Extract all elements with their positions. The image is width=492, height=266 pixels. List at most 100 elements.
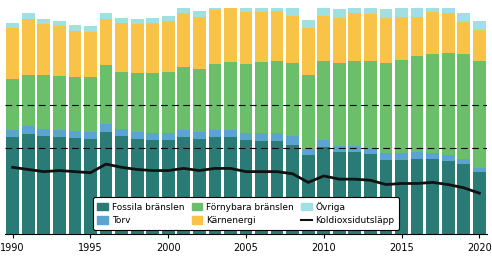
Bar — [380, 63, 392, 153]
Bar — [286, 7, 299, 15]
Bar — [22, 126, 34, 134]
Bar — [53, 76, 66, 130]
Bar — [209, 64, 221, 130]
Bar — [240, 6, 252, 12]
Bar — [380, 9, 392, 18]
Bar — [271, 142, 283, 234]
Bar — [395, 153, 408, 160]
Bar — [426, 12, 439, 54]
Bar — [395, 16, 408, 60]
Bar — [473, 168, 486, 172]
Bar — [37, 19, 50, 24]
Bar — [333, 152, 346, 234]
Bar — [426, 54, 439, 153]
Bar — [442, 5, 455, 13]
Bar — [162, 72, 175, 133]
Bar — [100, 132, 112, 234]
Bar — [255, 5, 268, 12]
Bar — [395, 60, 408, 153]
Bar — [271, 4, 283, 11]
Bar — [115, 18, 128, 23]
Bar — [380, 18, 392, 63]
Bar — [22, 134, 34, 234]
Bar — [364, 14, 377, 61]
Bar — [224, 130, 237, 137]
Bar — [473, 30, 486, 61]
Bar — [458, 164, 470, 234]
Bar — [458, 54, 470, 159]
Bar — [53, 21, 66, 26]
Bar — [442, 156, 455, 161]
Bar — [162, 21, 175, 72]
Bar — [84, 139, 97, 234]
Bar — [178, 130, 190, 137]
Bar — [317, 140, 330, 147]
Bar — [193, 11, 206, 16]
Bar — [6, 23, 19, 28]
Bar — [146, 18, 159, 23]
Bar — [37, 24, 50, 75]
Bar — [286, 136, 299, 145]
Bar — [240, 133, 252, 140]
Bar — [411, 152, 424, 159]
Bar — [37, 136, 50, 234]
Bar — [411, 16, 424, 56]
Bar — [100, 124, 112, 132]
Bar — [364, 148, 377, 154]
Bar — [473, 172, 486, 234]
Bar — [84, 77, 97, 132]
Bar — [115, 136, 128, 234]
Bar — [162, 15, 175, 21]
Bar — [348, 13, 361, 61]
Bar — [131, 24, 144, 73]
Bar — [317, 15, 330, 61]
Bar — [286, 15, 299, 63]
Bar — [411, 8, 424, 16]
Bar — [271, 133, 283, 142]
Bar — [364, 154, 377, 234]
Bar — [442, 13, 455, 53]
Bar — [178, 13, 190, 67]
Bar — [364, 61, 377, 148]
Bar — [240, 12, 252, 64]
Bar — [255, 62, 268, 133]
Bar — [348, 5, 361, 13]
Bar — [426, 4, 439, 12]
Bar — [317, 61, 330, 140]
Bar — [68, 25, 81, 31]
Bar — [84, 132, 97, 139]
Bar — [178, 67, 190, 130]
Bar — [224, 8, 237, 62]
Bar — [255, 133, 268, 142]
Bar — [6, 130, 19, 137]
Bar — [286, 145, 299, 234]
Bar — [473, 61, 486, 168]
Bar — [162, 140, 175, 234]
Bar — [224, 62, 237, 130]
Bar — [286, 63, 299, 136]
Bar — [6, 79, 19, 130]
Bar — [302, 20, 314, 28]
Bar — [131, 19, 144, 24]
Bar — [115, 128, 128, 136]
Bar — [68, 138, 81, 234]
Bar — [364, 6, 377, 14]
Bar — [348, 152, 361, 234]
Bar — [333, 146, 346, 152]
Bar — [131, 139, 144, 234]
Bar — [255, 12, 268, 62]
Bar — [333, 63, 346, 146]
Bar — [380, 153, 392, 160]
Bar — [209, 130, 221, 137]
Bar — [68, 77, 81, 131]
Bar — [22, 75, 34, 126]
Bar — [100, 19, 112, 65]
Bar — [178, 137, 190, 234]
Bar — [426, 153, 439, 159]
Bar — [146, 140, 159, 234]
Bar — [100, 65, 112, 124]
Bar — [442, 53, 455, 156]
Bar — [302, 75, 314, 149]
Bar — [333, 9, 346, 18]
Bar — [68, 131, 81, 138]
